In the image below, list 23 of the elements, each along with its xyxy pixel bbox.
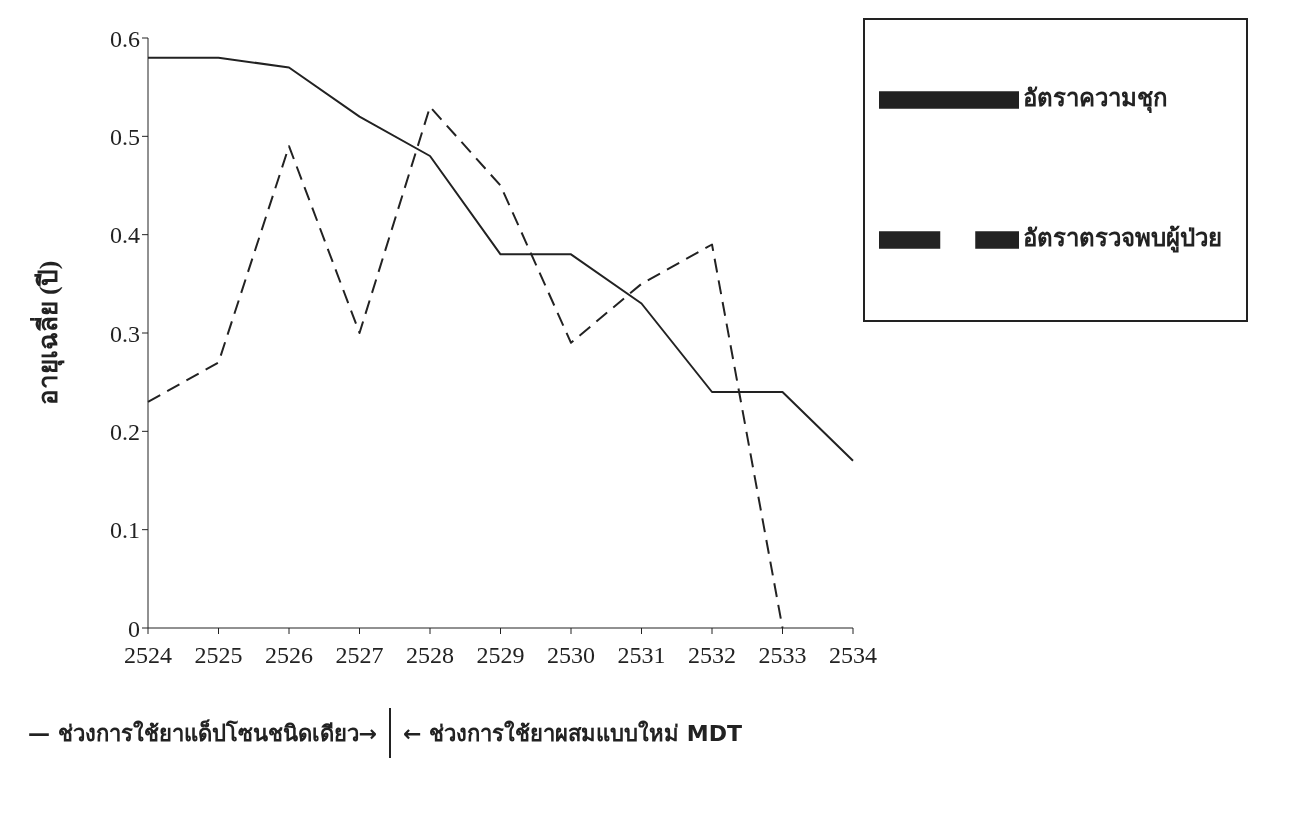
- y-tick-label: 0.2: [110, 418, 140, 445]
- x-tick-label: 2524: [124, 642, 172, 669]
- y-tick-label: 0: [128, 615, 140, 642]
- y-tick-label: 0.3: [110, 320, 140, 347]
- x-tick-label: 2527: [335, 642, 384, 669]
- text: — ช่วงการใช้ยาแด็ปโซนชนิดเดียว→: [28, 718, 378, 748]
- x-tick-label: 2528: [406, 642, 454, 669]
- y-tick-label: 0.4: [110, 222, 140, 249]
- x-tick-label: 2534: [829, 642, 877, 669]
- x-tick-label: 2526: [265, 642, 313, 669]
- x-tick-label: 2529: [476, 642, 525, 669]
- x-tick-label: 2530: [547, 642, 595, 669]
- x-tick-label: 2525: [194, 642, 243, 669]
- y-tick-label: 0.6: [110, 25, 140, 52]
- y-axis-title: อายุเฉลี่ย (ปี): [29, 260, 66, 406]
- x-tick-label: 2533: [758, 642, 807, 669]
- text: ← ช่วงการใช้ยาผสมแบบใหม่ MDT: [403, 719, 743, 748]
- text: อัตราตรวจพบผู้ป่วย: [1023, 224, 1222, 251]
- y-tick-label: 0.5: [110, 123, 140, 150]
- text: อัตราความชุก: [1023, 84, 1168, 111]
- x-tick-label: 2532: [688, 642, 736, 669]
- y-tick-label: 0.1: [110, 517, 140, 544]
- x-tick-label: 2531: [617, 642, 666, 669]
